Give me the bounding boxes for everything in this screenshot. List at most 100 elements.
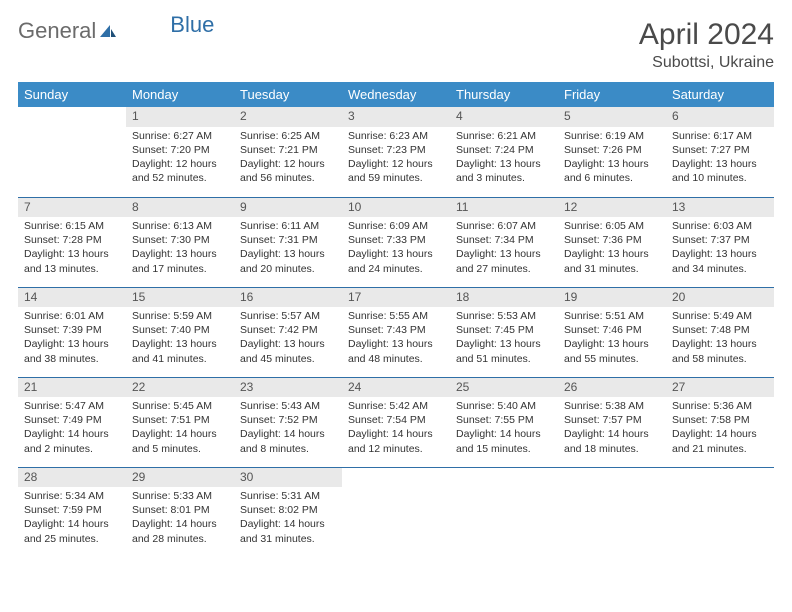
calendar-day-cell: 19Sunrise: 5:51 AMSunset: 7:46 PMDayligh… — [558, 287, 666, 377]
calendar-day-cell: 1Sunrise: 6:27 AMSunset: 7:20 PMDaylight… — [126, 107, 234, 197]
day-number: 11 — [450, 198, 558, 218]
calendar-day-cell — [450, 467, 558, 557]
day-number: 28 — [18, 468, 126, 488]
day-number: 8 — [126, 198, 234, 218]
day-number: 1 — [126, 107, 234, 127]
calendar-day-cell — [558, 467, 666, 557]
day-number: 6 — [666, 107, 774, 127]
weekday-header: Thursday — [450, 82, 558, 107]
calendar-day-cell: 22Sunrise: 5:45 AMSunset: 7:51 PMDayligh… — [126, 377, 234, 467]
calendar-day-cell: 13Sunrise: 6:03 AMSunset: 7:37 PMDayligh… — [666, 197, 774, 287]
day-number — [558, 468, 666, 472]
calendar-week-row: 14Sunrise: 6:01 AMSunset: 7:39 PMDayligh… — [18, 287, 774, 377]
day-number: 25 — [450, 378, 558, 398]
day-number: 10 — [342, 198, 450, 218]
calendar-day-cell: 7Sunrise: 6:15 AMSunset: 7:28 PMDaylight… — [18, 197, 126, 287]
calendar-week-row: 1Sunrise: 6:27 AMSunset: 7:20 PMDaylight… — [18, 107, 774, 197]
day-number: 30 — [234, 468, 342, 488]
day-details: Sunrise: 5:47 AMSunset: 7:49 PMDaylight:… — [18, 397, 126, 459]
calendar-day-cell — [666, 467, 774, 557]
weekday-header: Wednesday — [342, 82, 450, 107]
calendar-day-cell: 4Sunrise: 6:21 AMSunset: 7:24 PMDaylight… — [450, 107, 558, 197]
day-number: 26 — [558, 378, 666, 398]
day-details: Sunrise: 6:15 AMSunset: 7:28 PMDaylight:… — [18, 217, 126, 279]
calendar-day-cell: 6Sunrise: 6:17 AMSunset: 7:27 PMDaylight… — [666, 107, 774, 197]
day-number: 7 — [18, 198, 126, 218]
day-details: Sunrise: 6:05 AMSunset: 7:36 PMDaylight:… — [558, 217, 666, 279]
day-details: Sunrise: 5:51 AMSunset: 7:46 PMDaylight:… — [558, 307, 666, 369]
calendar-day-cell: 30Sunrise: 5:31 AMSunset: 8:02 PMDayligh… — [234, 467, 342, 557]
calendar-day-cell: 18Sunrise: 5:53 AMSunset: 7:45 PMDayligh… — [450, 287, 558, 377]
calendar-day-cell: 12Sunrise: 6:05 AMSunset: 7:36 PMDayligh… — [558, 197, 666, 287]
calendar-day-cell: 10Sunrise: 6:09 AMSunset: 7:33 PMDayligh… — [342, 197, 450, 287]
weekday-header: Monday — [126, 82, 234, 107]
calendar-body: 1Sunrise: 6:27 AMSunset: 7:20 PMDaylight… — [18, 107, 774, 557]
calendar-day-cell — [342, 467, 450, 557]
day-details: Sunrise: 5:40 AMSunset: 7:55 PMDaylight:… — [450, 397, 558, 459]
calendar-day-cell: 29Sunrise: 5:33 AMSunset: 8:01 PMDayligh… — [126, 467, 234, 557]
calendar-page: General Blue April 2024 Subottsi, Ukrain… — [0, 0, 792, 612]
sail-icon — [98, 23, 118, 39]
day-details: Sunrise: 5:42 AMSunset: 7:54 PMDaylight:… — [342, 397, 450, 459]
calendar-day-cell: 14Sunrise: 6:01 AMSunset: 7:39 PMDayligh… — [18, 287, 126, 377]
day-details: Sunrise: 6:13 AMSunset: 7:30 PMDaylight:… — [126, 217, 234, 279]
title-block: April 2024 Subottsi, Ukraine — [639, 18, 774, 72]
day-number: 13 — [666, 198, 774, 218]
day-number: 21 — [18, 378, 126, 398]
calendar-day-cell: 15Sunrise: 5:59 AMSunset: 7:40 PMDayligh… — [126, 287, 234, 377]
day-details: Sunrise: 6:01 AMSunset: 7:39 PMDaylight:… — [18, 307, 126, 369]
day-number: 4 — [450, 107, 558, 127]
day-number: 18 — [450, 288, 558, 308]
day-number: 17 — [342, 288, 450, 308]
calendar-day-cell: 5Sunrise: 6:19 AMSunset: 7:26 PMDaylight… — [558, 107, 666, 197]
calendar-day-cell: 23Sunrise: 5:43 AMSunset: 7:52 PMDayligh… — [234, 377, 342, 467]
day-number: 15 — [126, 288, 234, 308]
calendar-day-cell — [18, 107, 126, 197]
calendar-day-cell: 9Sunrise: 6:11 AMSunset: 7:31 PMDaylight… — [234, 197, 342, 287]
day-number: 24 — [342, 378, 450, 398]
day-details: Sunrise: 5:33 AMSunset: 8:01 PMDaylight:… — [126, 487, 234, 549]
day-number: 29 — [126, 468, 234, 488]
day-details: Sunrise: 6:07 AMSunset: 7:34 PMDaylight:… — [450, 217, 558, 279]
weekday-header: Saturday — [666, 82, 774, 107]
day-details: Sunrise: 6:19 AMSunset: 7:26 PMDaylight:… — [558, 127, 666, 189]
page-location: Subottsi, Ukraine — [639, 54, 774, 72]
day-number — [450, 468, 558, 472]
day-number: 23 — [234, 378, 342, 398]
calendar-day-cell: 21Sunrise: 5:47 AMSunset: 7:49 PMDayligh… — [18, 377, 126, 467]
day-details: Sunrise: 5:43 AMSunset: 7:52 PMDaylight:… — [234, 397, 342, 459]
day-number: 20 — [666, 288, 774, 308]
day-number — [666, 468, 774, 472]
day-details: Sunrise: 6:03 AMSunset: 7:37 PMDaylight:… — [666, 217, 774, 279]
day-details: Sunrise: 5:49 AMSunset: 7:48 PMDaylight:… — [666, 307, 774, 369]
calendar-day-cell: 28Sunrise: 5:34 AMSunset: 7:59 PMDayligh… — [18, 467, 126, 557]
day-details: Sunrise: 5:45 AMSunset: 7:51 PMDaylight:… — [126, 397, 234, 459]
day-number: 14 — [18, 288, 126, 308]
brand-logo: General Blue — [18, 18, 214, 44]
day-details: Sunrise: 5:34 AMSunset: 7:59 PMDaylight:… — [18, 487, 126, 549]
day-details: Sunrise: 6:25 AMSunset: 7:21 PMDaylight:… — [234, 127, 342, 189]
calendar-day-cell: 2Sunrise: 6:25 AMSunset: 7:21 PMDaylight… — [234, 107, 342, 197]
day-details: Sunrise: 6:27 AMSunset: 7:20 PMDaylight:… — [126, 127, 234, 189]
day-details: Sunrise: 5:55 AMSunset: 7:43 PMDaylight:… — [342, 307, 450, 369]
day-number: 27 — [666, 378, 774, 398]
weekday-header: Tuesday — [234, 82, 342, 107]
day-number: 22 — [126, 378, 234, 398]
day-details: Sunrise: 6:09 AMSunset: 7:33 PMDaylight:… — [342, 217, 450, 279]
day-details: Sunrise: 5:59 AMSunset: 7:40 PMDaylight:… — [126, 307, 234, 369]
day-details: Sunrise: 5:38 AMSunset: 7:57 PMDaylight:… — [558, 397, 666, 459]
calendar-table: Sunday Monday Tuesday Wednesday Thursday… — [18, 82, 774, 557]
day-number: 5 — [558, 107, 666, 127]
day-number: 19 — [558, 288, 666, 308]
calendar-day-cell: 20Sunrise: 5:49 AMSunset: 7:48 PMDayligh… — [666, 287, 774, 377]
day-details: Sunrise: 6:17 AMSunset: 7:27 PMDaylight:… — [666, 127, 774, 189]
day-details: Sunrise: 5:53 AMSunset: 7:45 PMDaylight:… — [450, 307, 558, 369]
day-details: Sunrise: 5:31 AMSunset: 8:02 PMDaylight:… — [234, 487, 342, 549]
weekday-header: Sunday — [18, 82, 126, 107]
day-number — [342, 468, 450, 472]
calendar-day-cell: 3Sunrise: 6:23 AMSunset: 7:23 PMDaylight… — [342, 107, 450, 197]
brand-word-2: Blue — [170, 12, 214, 38]
day-details: Sunrise: 5:36 AMSunset: 7:58 PMDaylight:… — [666, 397, 774, 459]
calendar-day-cell: 26Sunrise: 5:38 AMSunset: 7:57 PMDayligh… — [558, 377, 666, 467]
day-number: 16 — [234, 288, 342, 308]
